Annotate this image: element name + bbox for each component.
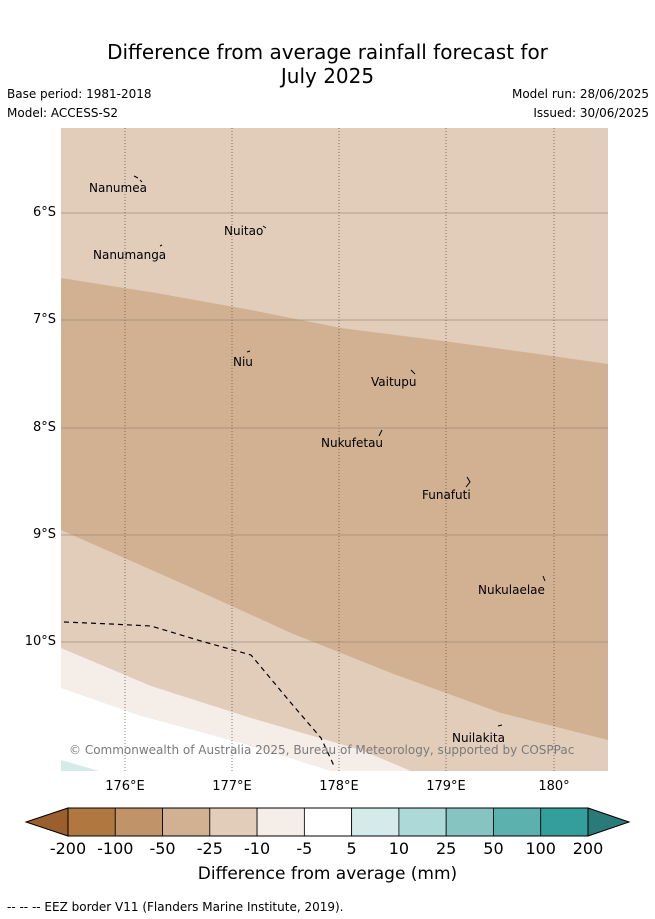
- colorbar-segment: [209, 807, 258, 837]
- region-central-band: [61, 278, 608, 740]
- colorbar-tick-label: 25: [435, 839, 457, 858]
- lon-label-177e: 177°E: [212, 779, 252, 794]
- colorbar-segment: [540, 807, 589, 837]
- place-vaitupu: Vaitupu: [371, 375, 417, 389]
- lat-label-6s: 6°S: [32, 205, 56, 220]
- lon-label-180: 180°: [538, 779, 570, 794]
- colorbar-segment: [493, 807, 542, 837]
- colorbar: [24, 807, 631, 837]
- place-niu: Niu: [233, 355, 253, 369]
- island-funafuti-icon: [465, 476, 471, 488]
- lon-label-179e: 179°E: [426, 779, 466, 794]
- colorbar-segment: [256, 807, 305, 837]
- lon-gridlines: [124, 128, 555, 771]
- islands: [133, 175, 546, 727]
- colorbar-segment: [351, 807, 400, 837]
- colorbar-tick-label: -200: [49, 839, 87, 858]
- colorbar-tick-label: 5: [346, 839, 357, 858]
- colorbar-segment: [114, 807, 163, 837]
- island-nukufetau-icon: [378, 429, 383, 437]
- colorbar-tick-label: 200: [572, 839, 604, 858]
- lat-label-9s: 9°S: [32, 527, 56, 542]
- colorbar-segment: [398, 807, 447, 837]
- colorbar-tick-label: 10: [388, 839, 410, 858]
- colorbar-under-arrow: [24, 807, 69, 837]
- lat-gridlines: [61, 212, 608, 643]
- title-line-1: Difference from average rainfall forecas…: [107, 40, 548, 64]
- map-title: Difference from average rainfall forecas…: [0, 40, 655, 88]
- colorbar-over-arrow: [587, 807, 631, 837]
- island-niu-icon: [246, 350, 251, 353]
- colorbar-segment: [67, 807, 116, 837]
- island-nukulaelae-icon: [542, 575, 546, 582]
- island-nuitao-icon: [262, 225, 267, 229]
- colorbar-segment: [445, 807, 494, 837]
- colorbar-segment: [303, 807, 353, 837]
- eez-border: [63, 621, 336, 769]
- place-nukulaelae: Nukulaelae: [478, 583, 545, 597]
- colorbar-tick-label: -25: [196, 839, 223, 858]
- island-nanumea-icon: [133, 175, 143, 183]
- colorbar-segments: [67, 807, 589, 837]
- colorbar-tick-label: -50: [149, 839, 176, 858]
- island-nuilakita-icon: [497, 724, 503, 727]
- place-nanumanga: Nanumanga: [93, 248, 166, 262]
- colorbar-tick-label: -5: [296, 839, 313, 858]
- lat-label-10s: 10°S: [24, 634, 56, 649]
- copyright-notice: © Commonwealth of Australia 2025, Bureau…: [69, 743, 574, 757]
- title-line-2: July 2025: [280, 64, 375, 88]
- place-funafuti: Funafuti: [422, 488, 471, 502]
- place-nanumea: Nanumea: [89, 181, 147, 195]
- eez-legend: -- -- -- EEZ border V11 (Flanders Marine…: [7, 900, 344, 914]
- colorbar-tick-label: 50: [483, 839, 504, 858]
- issued-date: Issued: 30/06/2025: [533, 106, 649, 120]
- region-southwest-teal: [61, 760, 99, 771]
- model-name: Model: ACCESS-S2: [7, 106, 119, 120]
- island-nanumanga-icon: [159, 244, 163, 247]
- lat-label-7s: 7°S: [32, 312, 56, 327]
- lon-label-176e: 176°E: [105, 779, 145, 794]
- place-nuitao: Nuitao: [224, 224, 263, 238]
- model-run: Model run: 28/06/2025: [511, 87, 649, 101]
- colorbar-segment: [162, 807, 211, 837]
- rainfall-map: Nanumea Nuitao Nanumanga Niu Vaitupu Nuk…: [61, 128, 608, 771]
- lon-label-178e: 178°E: [319, 779, 359, 794]
- island-vaitupu-icon: [410, 369, 416, 375]
- place-nuilakita: Nuilakita: [452, 731, 505, 745]
- lat-label-8s: 8°S: [32, 420, 56, 435]
- region-southwest-white: [61, 688, 331, 771]
- colorbar-label: Difference from average (mm): [197, 864, 458, 884]
- colorbar-outline: [67, 807, 589, 837]
- colorbar-tick-label: -100: [97, 839, 134, 858]
- colorbar-tick-label: 100: [525, 839, 556, 858]
- base-period: Base period: 1981-2018: [7, 87, 152, 101]
- colorbar-tick-label: -10: [244, 839, 271, 858]
- place-nukufetau: Nukufetau: [321, 436, 383, 450]
